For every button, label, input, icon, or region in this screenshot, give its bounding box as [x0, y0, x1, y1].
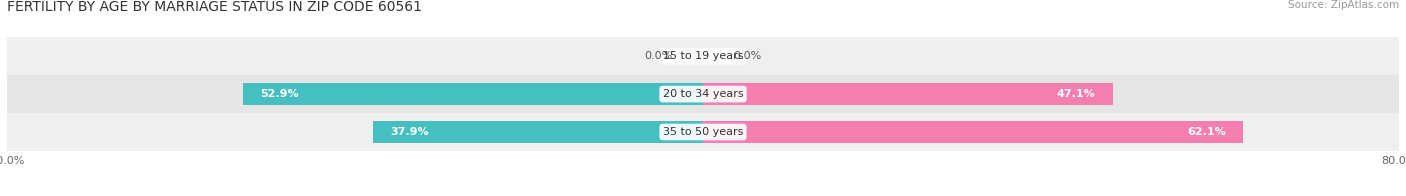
Text: 15 to 19 years: 15 to 19 years: [662, 51, 744, 61]
Text: 20 to 34 years: 20 to 34 years: [662, 89, 744, 99]
Text: 47.1%: 47.1%: [1056, 89, 1095, 99]
Bar: [7, 37, 1399, 75]
Text: 35 to 50 years: 35 to 50 years: [662, 127, 744, 137]
Text: 0.0%: 0.0%: [644, 51, 672, 61]
Bar: [703, 83, 1112, 105]
Text: 62.1%: 62.1%: [1187, 127, 1226, 137]
Text: Source: ZipAtlas.com: Source: ZipAtlas.com: [1288, 0, 1399, 10]
Text: 37.9%: 37.9%: [391, 127, 429, 137]
Bar: [243, 83, 703, 105]
Bar: [373, 121, 703, 143]
Bar: [7, 75, 1399, 113]
Bar: [7, 113, 1399, 151]
Bar: [703, 121, 1243, 143]
Text: FERTILITY BY AGE BY MARRIAGE STATUS IN ZIP CODE 60561: FERTILITY BY AGE BY MARRIAGE STATUS IN Z…: [7, 0, 422, 14]
Text: 0.0%: 0.0%: [734, 51, 762, 61]
Text: 52.9%: 52.9%: [260, 89, 299, 99]
